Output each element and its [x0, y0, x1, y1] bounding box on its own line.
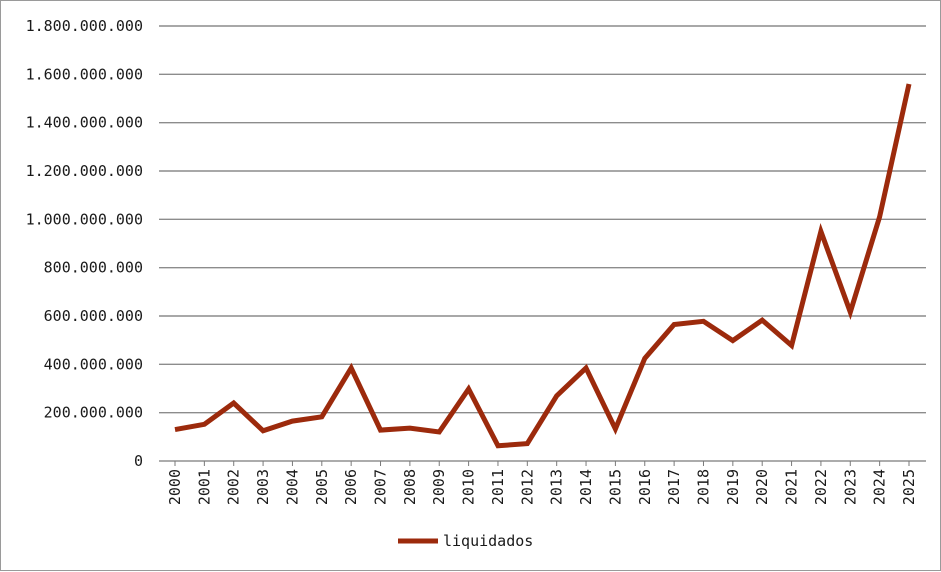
x-tick-label: 2024 — [871, 469, 889, 505]
x-tick-label: 2022 — [812, 469, 830, 505]
x-tick-label: 2005 — [313, 469, 331, 505]
x-tick-label: 2016 — [636, 469, 654, 505]
x-tick-label: 2020 — [753, 469, 771, 505]
y-tick-label: 1.200.000.000 — [26, 162, 143, 180]
series-line-liquidados — [174, 83, 912, 449]
x-tick-label: 2008 — [401, 469, 419, 505]
legend: liquidados — [398, 532, 533, 550]
x-tick-label: 2003 — [254, 469, 272, 505]
y-tick-label: 1.600.000.000 — [26, 65, 143, 83]
x-tick-label: 2018 — [694, 469, 712, 505]
x-tick-label: 2007 — [372, 469, 390, 505]
x-tick-label: 2021 — [783, 469, 801, 505]
x-tick-label: 2025 — [900, 469, 918, 505]
x-tick-label: 2013 — [548, 469, 566, 505]
y-tick-label: 1.000.000.000 — [26, 210, 143, 228]
y-tick-label: 1.800.000.000 — [26, 17, 143, 35]
y-tick-label: 200.000.000 — [44, 404, 143, 422]
gridlines — [159, 25, 926, 462]
x-tick-label: 2014 — [577, 469, 595, 505]
x-tick-label: 2004 — [283, 469, 301, 505]
series-lines — [174, 83, 912, 449]
y-tick-label: 1.400.000.000 — [26, 114, 143, 132]
y-tick-label: 0 — [134, 452, 143, 470]
y-tick-label: 600.000.000 — [44, 307, 143, 325]
x-tick-label: 2002 — [225, 469, 243, 505]
x-tick-label: 2023 — [841, 469, 859, 505]
x-tick-label: 2006 — [342, 469, 360, 505]
x-tick-label: 2012 — [518, 469, 536, 505]
legend-label: liquidados — [443, 532, 533, 550]
x-tick-label: 2015 — [606, 469, 624, 505]
y-tick-label: 400.000.000 — [44, 355, 143, 373]
x-tick-label: 2009 — [430, 469, 448, 505]
x-tick-label: 2011 — [489, 469, 507, 505]
x-tick-label: 2001 — [195, 469, 213, 505]
x-tick-label: 2000 — [166, 469, 184, 505]
x-tick-label: 2019 — [724, 469, 742, 505]
x-tick-label: 2010 — [460, 469, 478, 505]
y-tick-label: 800.000.000 — [44, 259, 143, 277]
x-tick-label: 2017 — [665, 469, 683, 505]
y-axis-ticks: 0 200.000.000 400.000.000 600.000.000 800.00… — [26, 17, 143, 470]
x-axis-ticks: 2000 2001 2002 2003 2004 2005 2006 2007 2008 2009… — [166, 461, 918, 505]
